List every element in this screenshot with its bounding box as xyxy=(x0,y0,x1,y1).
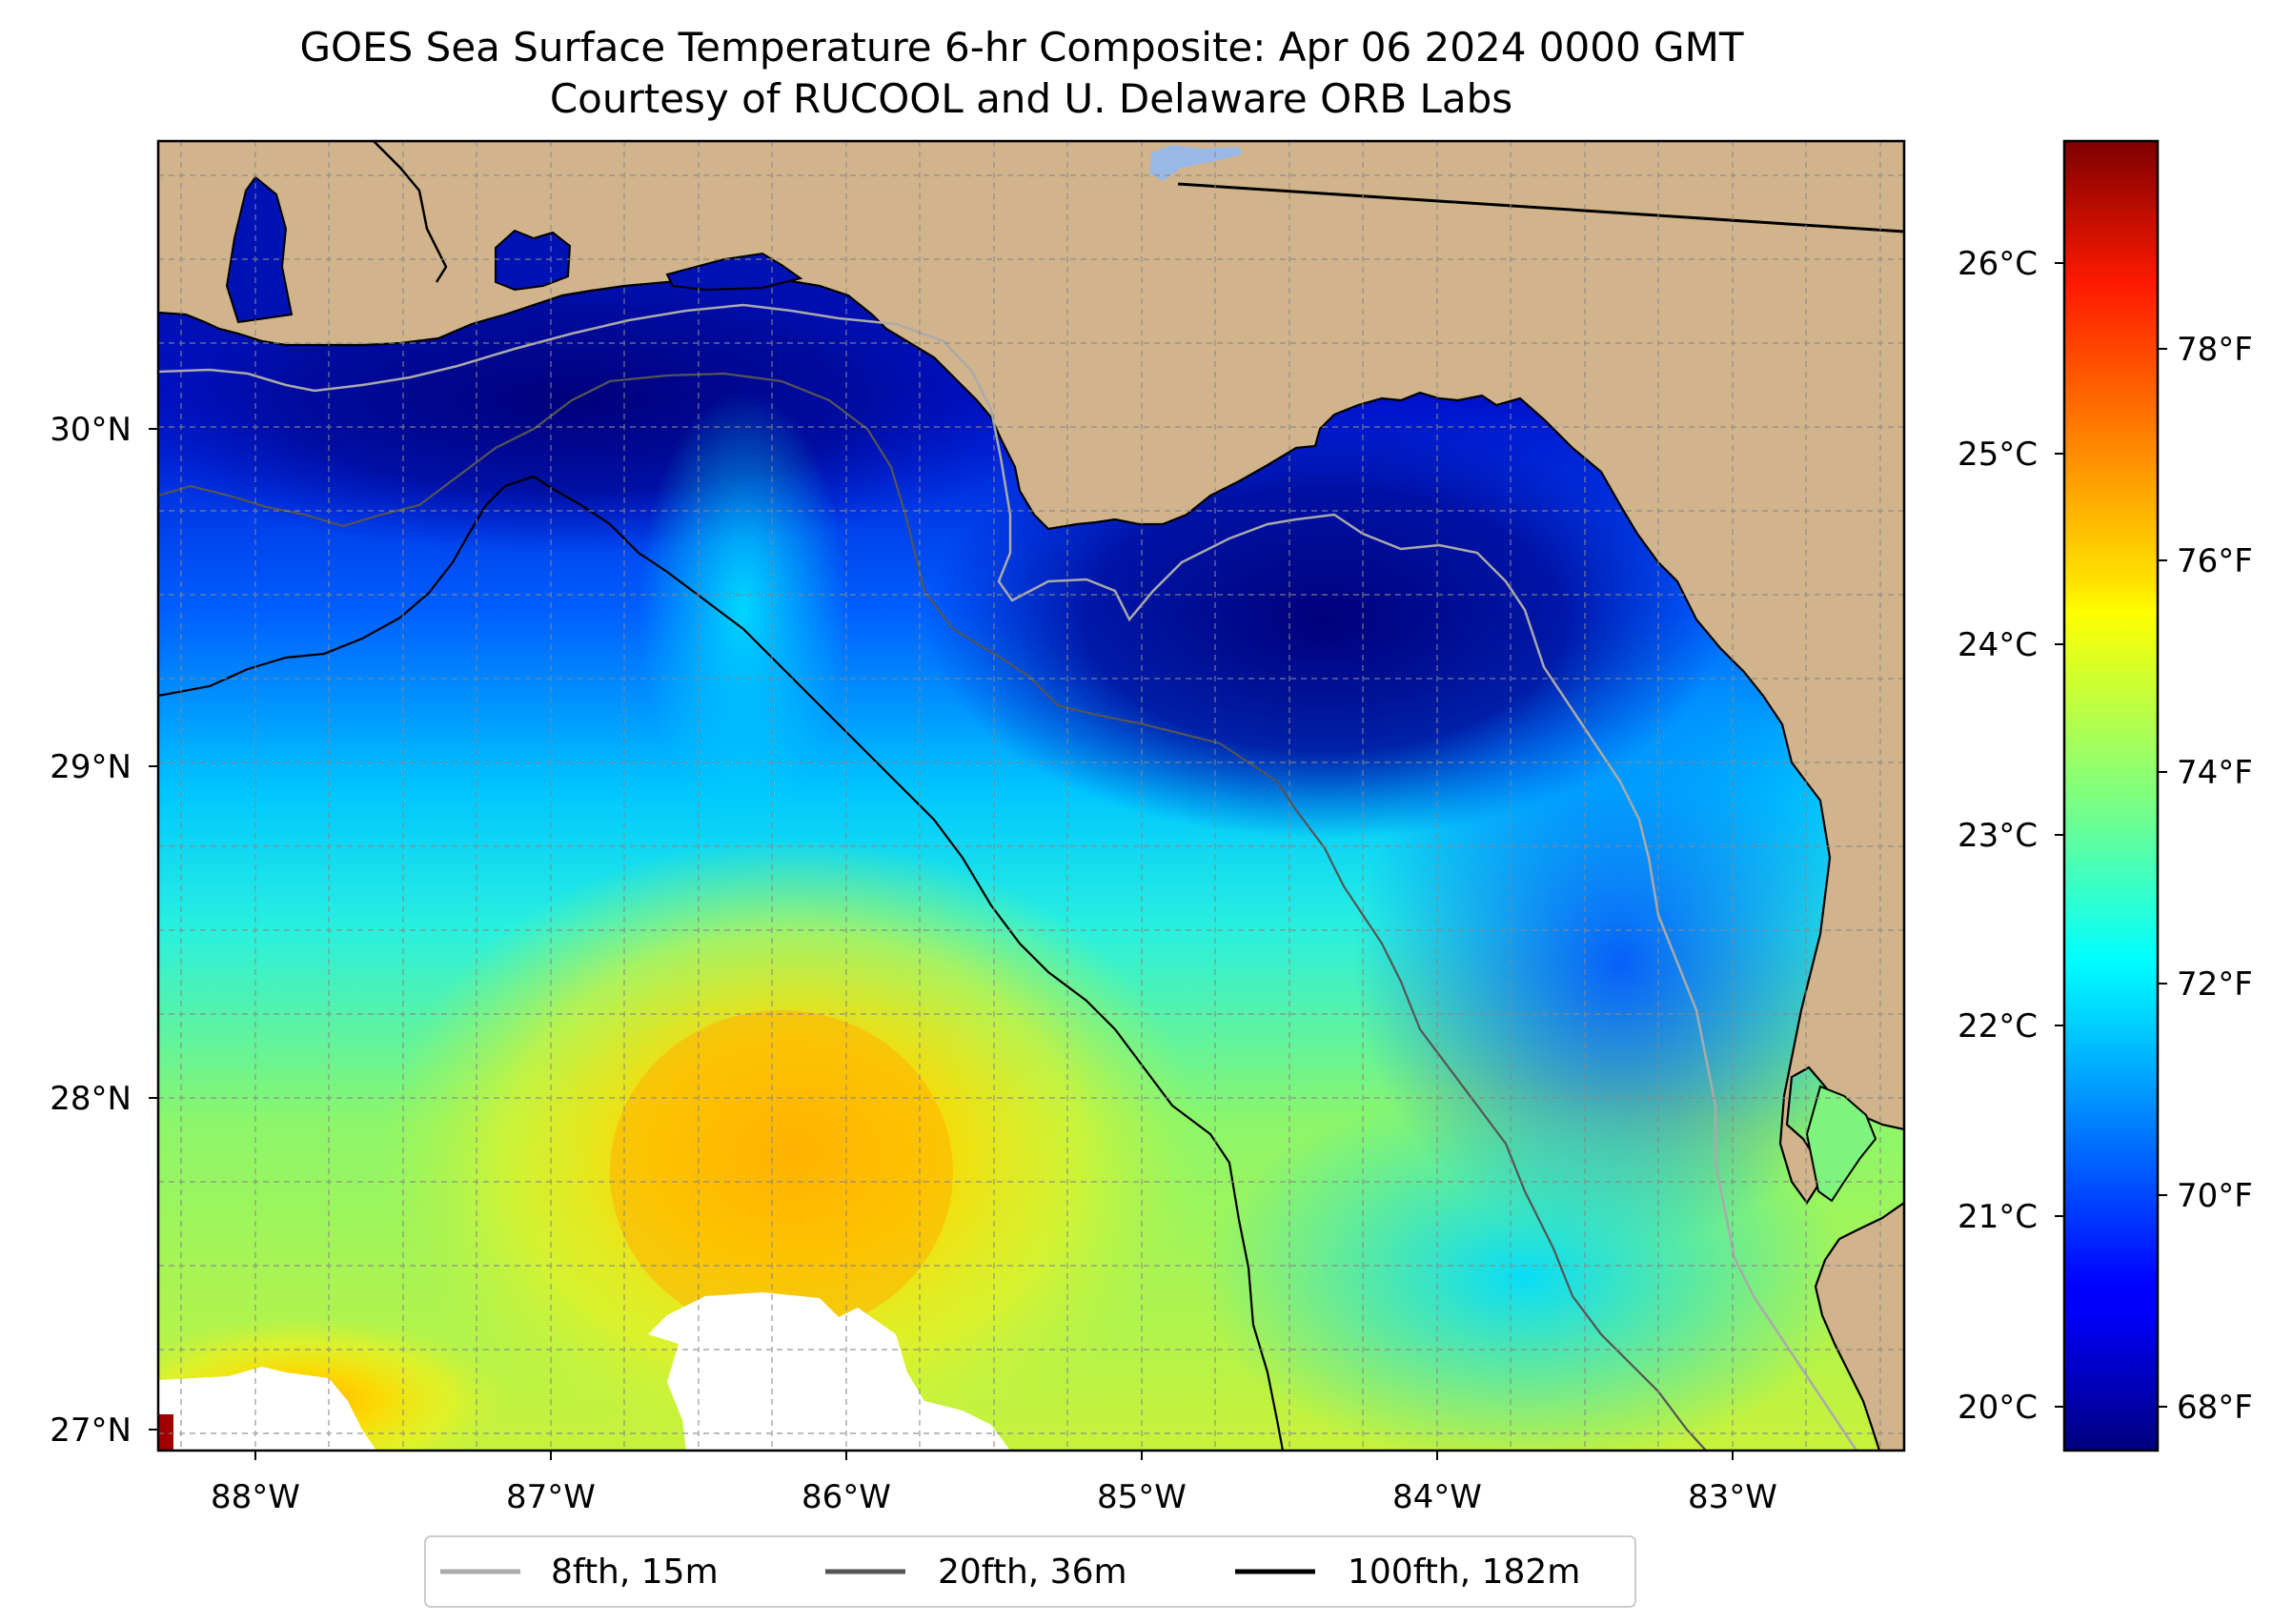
legend-box xyxy=(424,1535,1636,1608)
colorbar-label-78f: 78°F xyxy=(2177,331,2253,369)
map-area xyxy=(158,141,1904,1451)
warm-eddy-core xyxy=(610,1010,953,1334)
gridlines xyxy=(158,141,1904,1451)
colorbar-label-76f: 76°F xyxy=(2177,542,2253,580)
no-data-patch-southwest xyxy=(158,1367,376,1451)
map-title-line1: GOES Sea Surface Temperature 6-hr Compos… xyxy=(300,24,1744,71)
lon-label-88w: 88°W xyxy=(211,1478,300,1516)
axis-ticks xyxy=(149,428,1734,1460)
colorbar-label-25c: 25°C xyxy=(1958,436,2038,474)
land-southeast xyxy=(1814,1201,1904,1451)
colorbar-label-72f: 72°F xyxy=(2177,965,2253,1004)
lon-label-85w: 85°W xyxy=(1097,1478,1187,1516)
colorbar xyxy=(2062,139,2160,1452)
legend-label-8fth: 8fth, 15m xyxy=(551,1553,719,1592)
colorbar-label-20c: 20°C xyxy=(1958,1389,2038,1427)
map-frame xyxy=(156,139,1906,1452)
inland-lake xyxy=(1149,145,1243,181)
contour-8fth-15m xyxy=(158,303,1858,1451)
contour-100fth-182m xyxy=(158,475,1285,1451)
contour-20fth-36m xyxy=(158,372,1707,1451)
choctawhatchee-bay xyxy=(665,252,803,292)
colorbar-label-21c: 21°C xyxy=(1958,1198,2038,1236)
lon-label-86w: 86°W xyxy=(802,1478,891,1516)
state-border xyxy=(1177,182,1904,233)
colorbar-ticks xyxy=(2055,262,2167,1408)
colorbar-label-22c: 22°C xyxy=(1958,1007,2038,1045)
colorbar-label-68f: 68°F xyxy=(2177,1389,2253,1427)
colorbar-label-70f: 70°F xyxy=(2177,1177,2253,1215)
tampa-bay xyxy=(1805,1085,1877,1203)
lon-label-83w: 83°W xyxy=(1688,1478,1777,1516)
colorbar-label-23c: 23°C xyxy=(1958,817,2038,855)
cyan-plume xyxy=(639,391,848,829)
map-title-line2: Courtesy of RUCOOL and U. Delaware ORB L… xyxy=(550,75,1512,122)
colorbar-label-26c: 26°C xyxy=(1958,245,2038,283)
lon-label-87w: 87°W xyxy=(506,1478,596,1516)
mobile-bay xyxy=(225,175,294,324)
lat-label-27n: 27°N xyxy=(50,1411,132,1450)
cyan-east-water xyxy=(1201,1086,1849,1451)
lat-label-29n: 29°N xyxy=(50,748,132,786)
alabama-border xyxy=(373,141,448,283)
pensacola-bay xyxy=(495,229,572,292)
colorbar-label-24c: 24°C xyxy=(1958,626,2038,664)
legend-label-20fth: 20fth, 36m xyxy=(938,1553,1127,1592)
lat-label-30n: 30°N xyxy=(50,411,132,449)
lon-label-84w: 84°W xyxy=(1392,1478,1482,1516)
land-north xyxy=(158,141,1904,1205)
hot-pixel-corner xyxy=(158,1414,173,1451)
legend: 8fth, 15m 20fth, 36m 100fth, 182m xyxy=(424,1535,1636,1608)
colorbar-label-74f: 74°F xyxy=(2177,754,2253,792)
lat-label-28n: 28°N xyxy=(50,1080,132,1118)
legend-label-100fth: 100fth, 182m xyxy=(1348,1553,1580,1592)
